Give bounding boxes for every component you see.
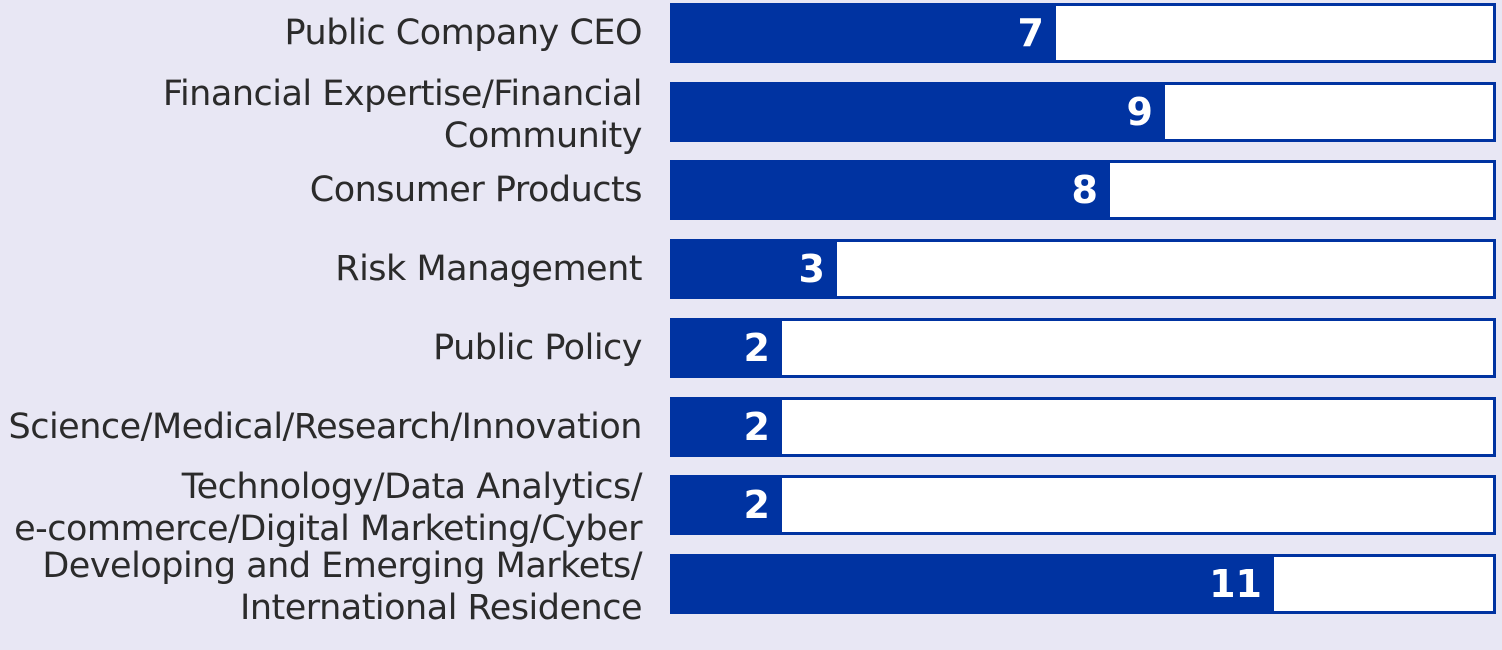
bar bbox=[673, 557, 1274, 611]
bar bbox=[673, 163, 1110, 217]
bar bbox=[673, 6, 1056, 60]
category-label-line: Risk Management bbox=[335, 249, 642, 289]
bar-track: 11 bbox=[670, 554, 1496, 614]
category-label: Financial Expertise/Financial Community bbox=[0, 73, 643, 157]
bar-track: 9 bbox=[670, 82, 1496, 142]
category-label: Risk Management bbox=[0, 239, 642, 299]
bar-track: 2 bbox=[670, 397, 1496, 457]
bar-value-label: 2 bbox=[743, 483, 770, 527]
category-label: Developing and Emerging Markets/Internat… bbox=[0, 545, 642, 629]
bar-value-label: 8 bbox=[1071, 168, 1098, 212]
category-label-line: Community bbox=[443, 116, 643, 156]
category-label: Public Company CEO bbox=[0, 3, 643, 63]
category-label: Technology/Data Analytics/e-commerce/Dig… bbox=[0, 466, 642, 550]
bar bbox=[673, 85, 1165, 139]
bar bbox=[673, 400, 782, 454]
bar-value-label: 2 bbox=[743, 405, 770, 449]
bar-value-label: 9 bbox=[1126, 90, 1153, 134]
category-label-line: Developing and Emerging Markets/ bbox=[42, 546, 642, 586]
category-label-line: Public Policy bbox=[433, 328, 642, 368]
category-label: Science/Medical/Research/Innovation bbox=[0, 397, 643, 457]
bar-track: 2 bbox=[670, 475, 1496, 535]
bar-track: 7 bbox=[670, 3, 1496, 63]
category-label-line: International Residence bbox=[240, 588, 642, 628]
bar-value-label: 11 bbox=[1209, 562, 1262, 606]
bar-value-label: 2 bbox=[743, 326, 770, 370]
category-label-line: Consumer Products bbox=[309, 170, 643, 210]
bar-value-label: 7 bbox=[1017, 11, 1044, 55]
bar bbox=[673, 478, 782, 532]
bar-value-label: 3 bbox=[798, 247, 825, 291]
category-label: Consumer Products bbox=[0, 160, 643, 220]
category-label-line: Science/Medical/Research/Innovation bbox=[8, 407, 643, 447]
category-label: Public Policy bbox=[0, 318, 642, 378]
category-label-line: Technology/Data Analytics/ bbox=[181, 467, 643, 507]
bar bbox=[673, 321, 782, 375]
bar-track: 8 bbox=[670, 160, 1496, 220]
bar bbox=[673, 242, 837, 296]
bar-track: 3 bbox=[670, 239, 1496, 299]
category-label-line: Financial Expertise/Financial bbox=[162, 74, 643, 114]
category-label-line: e-commerce/Digital Marketing/Cyber bbox=[14, 509, 642, 549]
category-label-line: Public Company CEO bbox=[284, 13, 643, 53]
bar-track: 2 bbox=[670, 318, 1496, 378]
